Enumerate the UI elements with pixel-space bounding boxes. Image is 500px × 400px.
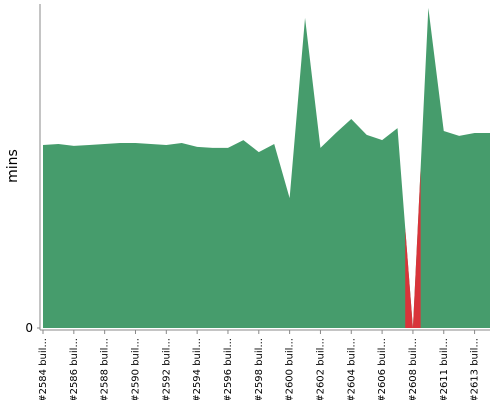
area <box>43 7 490 328</box>
x-tick-label: #2608 buil... <box>408 338 419 400</box>
x-tick-label: #2586 buil... <box>69 338 80 400</box>
x-tick-label: #2604 buil... <box>346 338 357 400</box>
x-tick-label: #2594 buil... <box>192 338 203 400</box>
y-axis-label: mins <box>5 149 21 183</box>
x-tick-label: #2602 buil... <box>315 338 326 400</box>
x-tick-label: #2592 buil... <box>161 338 172 400</box>
x-tick-label: #2611 buil... <box>439 338 450 400</box>
x-tick-label: #2613 buil... <box>470 338 481 400</box>
failed-segment <box>405 167 421 328</box>
x-tick-label: #2600 buil... <box>285 338 296 400</box>
x-tick-label: #2606 buil... <box>377 338 388 400</box>
x-tick-label: #2590 buil... <box>130 338 141 400</box>
x-tick-label: #2584 buil... <box>38 338 49 400</box>
x-tick-label: #2588 buil... <box>100 338 111 400</box>
x-tick-label: #2596 buil... <box>223 338 234 400</box>
x-tick-label: #2598 buil... <box>254 338 265 400</box>
y-tick-label: 0 <box>25 321 33 335</box>
